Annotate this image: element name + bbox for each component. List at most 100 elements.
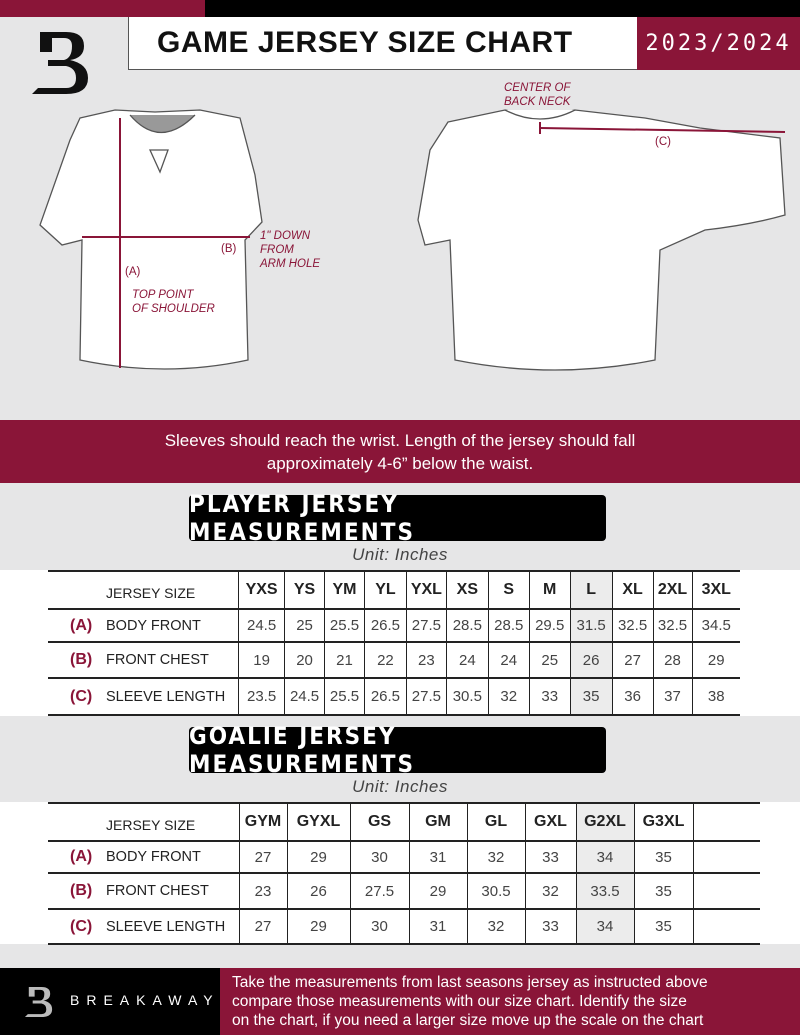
table-cell: 25: [528, 641, 571, 679]
measurement-letter: (A): [70, 616, 93, 634]
table-cell: 24: [445, 641, 489, 679]
table-cell: 33: [528, 677, 571, 716]
size-column-header: L: [569, 570, 613, 610]
shoulder-note: TOP POINT OF SHOULDER: [132, 288, 215, 316]
table-cell: 28.5: [487, 608, 530, 643]
measurement-letter: (A): [70, 848, 93, 865]
band-line: Sleeves should reach the wrist. Length o…: [164, 431, 636, 450]
table-cell: 33.5: [575, 872, 634, 910]
header-row: JERSEY SIZE GYM GYXL GS GM GL GXL G2XL G3XL: [48, 802, 760, 842]
table-cell: 30.5: [445, 677, 489, 716]
table-cell: 26: [569, 641, 613, 679]
table-cell: 32.5: [611, 608, 654, 643]
size-column-header: G2XL: [575, 802, 634, 842]
table-cell: 35: [633, 840, 693, 874]
size-column-header: GL: [466, 802, 525, 842]
footer-line: Take the measurements from last seasons …: [232, 974, 708, 991]
table-cell: 24.5: [284, 677, 325, 716]
table-cell: 32: [466, 840, 525, 874]
goalie-size-table: JERSEY SIZE GYM GYXL GS GM GL GXL G2XL G3XL (A) BO…: [48, 802, 760, 945]
measurement-label: (A) BODY FRONT: [48, 608, 239, 643]
table-cell: 30.5: [466, 872, 525, 910]
table-cell: 32.5: [652, 608, 692, 643]
size-column-header: 3XL: [691, 570, 740, 610]
size-column-header: GYM: [238, 802, 287, 842]
size-column-header: YS: [284, 570, 325, 610]
goalie-unit: Unit: Inches: [352, 777, 448, 796]
table-cell: 23.5: [238, 677, 285, 716]
note-line: 1" DOWN: [260, 230, 311, 242]
measurement-letter: (C): [70, 687, 93, 705]
player-size-table: JERSEY SIZE YXS YS YM YL YXL XS S M L XL 2XL 3XL (A) B…: [48, 570, 740, 716]
size-column-header: YL: [363, 570, 407, 610]
measurement-letter: (C): [70, 917, 93, 935]
size-column-header: YXS: [238, 570, 285, 610]
measurement-name: FRONT CHEST: [106, 652, 209, 668]
size-column-header: S: [487, 570, 530, 610]
table-cell: 27.5: [349, 872, 409, 910]
size-column-header: GS: [349, 802, 409, 842]
table-cell: 34: [575, 840, 634, 874]
table-cell: 25.5: [324, 608, 365, 643]
table-cell: 32: [487, 677, 530, 716]
size-header: JERSEY SIZE: [48, 570, 239, 610]
size-column-header: [692, 802, 760, 842]
header-row: JERSEY SIZE YXS YS YM YL YXL XS S M L XL 2XL 3XL: [48, 570, 740, 610]
band-line: approximately 4-6” below the waist.: [266, 454, 534, 473]
table-cell: 21: [324, 641, 365, 679]
table-cell: [692, 840, 760, 874]
player-section-title: PLAYER JERSEY MEASUREMENTS: [189, 490, 606, 546]
jersey-back: [417, 109, 786, 371]
size-header: JERSEY SIZE: [48, 802, 239, 842]
label-c: (C): [655, 136, 671, 148]
measurement-lines: [82, 118, 786, 368]
table-cell: 26: [286, 872, 350, 910]
table-cell: 25: [284, 608, 325, 643]
note-line: ARM HOLE: [260, 258, 321, 270]
season-badge: 2023/2024: [637, 17, 800, 70]
note-line: BACK NECK: [504, 96, 571, 108]
size-column-header: GM: [408, 802, 467, 842]
size-column-header: XS: [445, 570, 489, 610]
label-a: (A): [125, 266, 141, 278]
measurement-label: (A) BODY FRONT: [48, 840, 239, 874]
table-cell: 19: [238, 641, 285, 679]
size-column-header: XL: [611, 570, 654, 610]
table-cell: 35: [569, 677, 613, 716]
table-cell: 27.5: [405, 677, 447, 716]
label-b: (B): [221, 243, 237, 255]
table-cell: 23: [405, 641, 447, 679]
table-cell: 31.5: [569, 608, 613, 643]
brand-name: BREAKAWAY: [70, 992, 220, 1008]
table-cell: 33: [524, 840, 576, 874]
note-line: CENTER OF: [504, 82, 571, 94]
table-cell: 27: [611, 641, 654, 679]
size-column-header: M: [528, 570, 571, 610]
table-row: (C) SLEEVE LENGTH 23.5 24.5 25.5 26.5 27.5 30.5…: [48, 677, 740, 716]
table-cell: 35: [633, 872, 693, 910]
table-cell: 35: [633, 908, 693, 945]
measurement-letter: (B): [70, 651, 93, 668]
table-cell: 28.5: [445, 608, 489, 643]
measurement-label: (C) SLEEVE LENGTH: [48, 677, 239, 716]
jersey-front: [39, 109, 263, 370]
table-cell: 36: [611, 677, 654, 716]
table-cell: 37: [652, 677, 692, 716]
table-cell: 34.5: [691, 608, 740, 643]
center-back-neck-note: CENTER OF BACK NECK: [504, 81, 570, 109]
jersey-diagram: [39, 109, 786, 371]
top-bar-accent: [0, 0, 205, 17]
table-cell: 28: [652, 641, 692, 679]
table-cell: 31: [408, 840, 467, 874]
table-cell: 25.5: [324, 677, 365, 716]
table-cell: 23: [238, 872, 287, 910]
size-column-header: 2XL: [652, 570, 692, 610]
size-column-header: GYXL: [286, 802, 350, 842]
table-cell: 20: [284, 641, 325, 679]
table-cell: 34: [575, 908, 634, 945]
note-line: TOP POINT: [132, 289, 194, 301]
table-cell: 30: [349, 908, 409, 945]
footer-instructions: Take the measurements from last seasons …: [220, 968, 800, 1035]
measurement-name: SLEEVE LENGTH: [106, 918, 226, 935]
table-cell: 30: [349, 840, 409, 874]
